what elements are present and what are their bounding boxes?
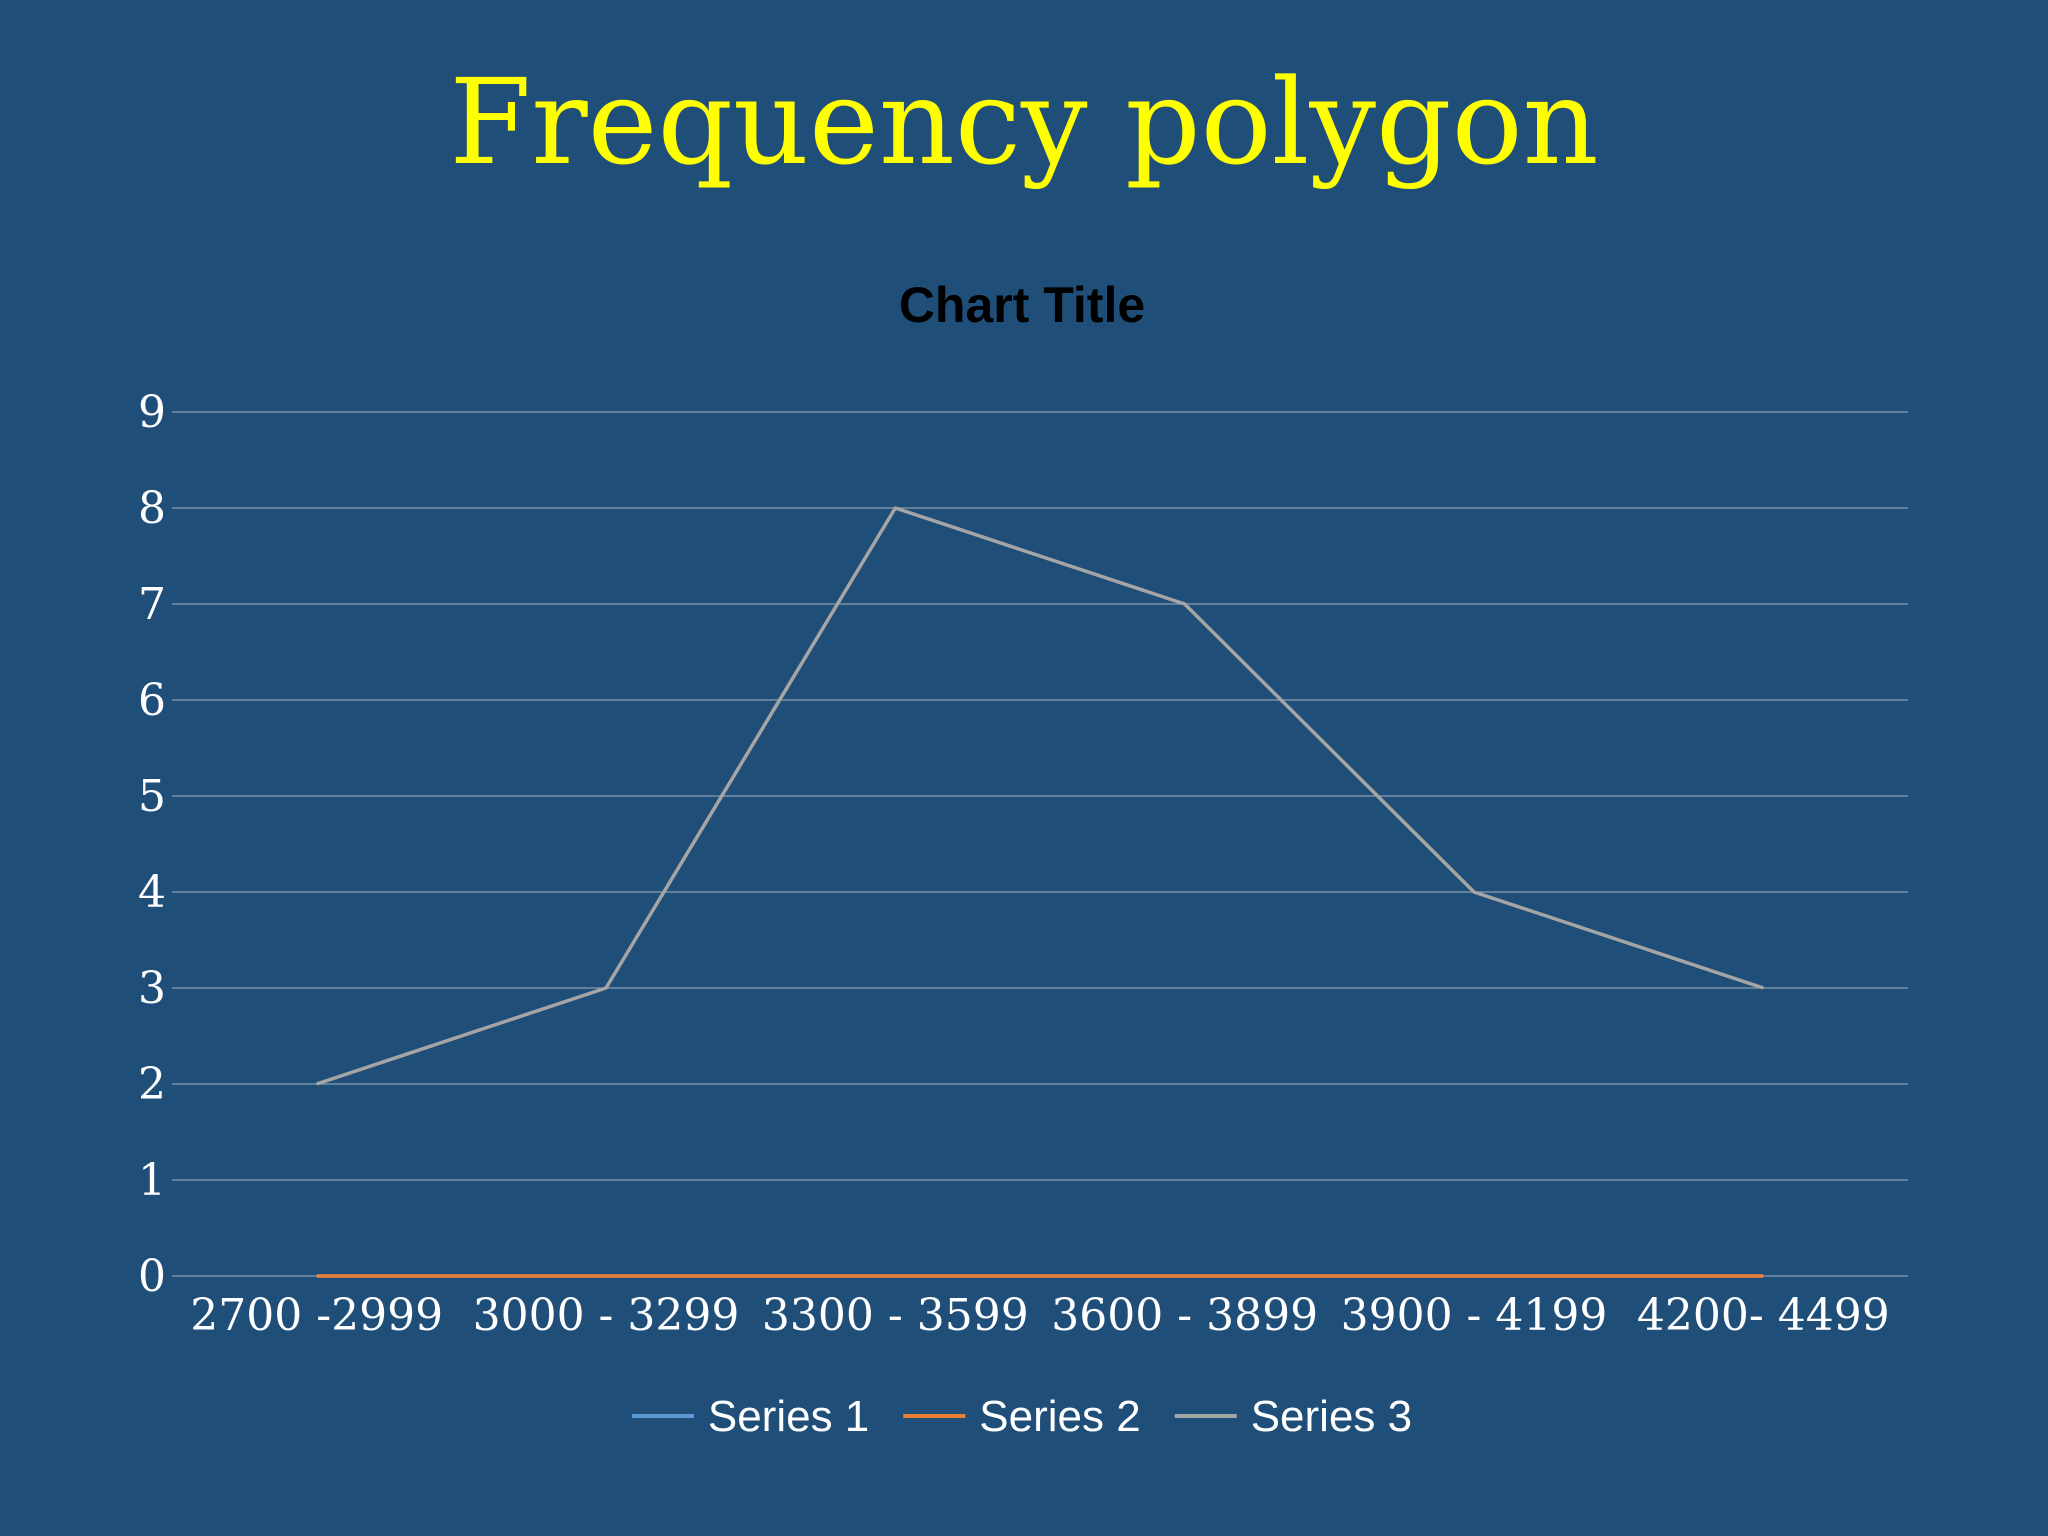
legend-label: Series 1 [708, 1392, 869, 1441]
x-tick-label: 3900 - 4199 [1341, 1290, 1608, 1341]
legend-label: Series 3 [1251, 1392, 1412, 1441]
y-tick-label: 3 [138, 963, 166, 1014]
x-tick-label: 3000 - 3299 [473, 1290, 740, 1341]
x-tick-label: 3300 - 3599 [762, 1290, 1029, 1341]
y-tick-label: 4 [138, 867, 166, 918]
legend-item-2: Series 2 [903, 1392, 1141, 1441]
x-tick-label: 3600 - 3899 [1051, 1290, 1318, 1341]
x-tick-label: 4200- 4499 [1637, 1290, 1890, 1341]
y-tick-label: 1 [138, 1155, 166, 1206]
y-tick-label: 5 [138, 771, 166, 822]
y-tick-label: 2 [138, 1059, 166, 1110]
gridlines [172, 411, 1908, 1277]
slide-title: Frequency polygon [449, 53, 1599, 191]
x-tick-label: 2700 -2999 [190, 1290, 443, 1341]
y-tick-label: 7 [138, 579, 166, 630]
legend-item-3: Series 3 [1174, 1392, 1412, 1441]
legend-item-1: Series 1 [631, 1392, 869, 1441]
legend: Series 1 Series 2 Series 3 [631, 1392, 1412, 1441]
y-axis-tick-labels: 0 1 2 3 4 5 6 7 8 9 [138, 387, 166, 1302]
y-tick-label: 6 [138, 675, 166, 726]
y-tick-label: 8 [138, 483, 166, 534]
legend-label: Series 2 [979, 1392, 1140, 1441]
x-axis-tick-labels: 2700 -2999 3000 - 3299 3300 - 3599 3600 - 3… [190, 1290, 1889, 1341]
y-tick-label: 0 [138, 1251, 166, 1302]
y-tick-label: 9 [138, 387, 166, 438]
series-lines [316, 506, 1764, 1278]
chart-title: Chart Title [899, 277, 1145, 333]
series-line-3 [316, 506, 1764, 1086]
